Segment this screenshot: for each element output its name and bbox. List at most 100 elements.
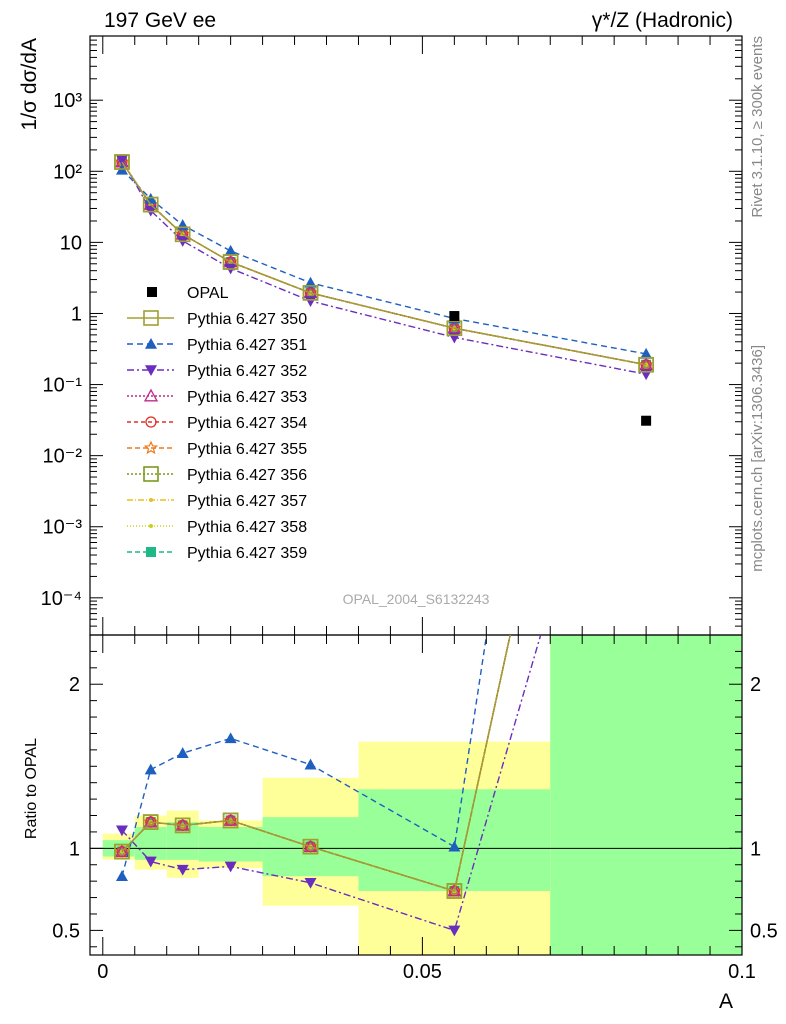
- ratio-ytick-label-right: 2: [750, 674, 761, 696]
- legend-marker-opal: [147, 287, 157, 297]
- main-line-359: [121, 161, 647, 366]
- header-right: γ*/Z (Hadronic): [592, 9, 733, 32]
- ratio-point-353: [114, 844, 130, 858]
- ratio-ytick-label: 2: [69, 674, 80, 696]
- band-inner-5: [358, 789, 551, 891]
- ratio-point-353: [223, 813, 238, 826]
- legend-marker: [145, 338, 157, 349]
- legend-marker: [143, 310, 159, 326]
- legend-label: Pythia 6.427 357: [187, 493, 307, 510]
- main-line-358: [121, 161, 647, 366]
- ratio-point-351: [304, 758, 317, 770]
- legend-label: Pythia 6.427 358: [187, 519, 307, 536]
- main-ytick-label: 10⁻³: [43, 517, 83, 539]
- ratio-frame: [89, 634, 743, 956]
- main-ytick-label: 10: [60, 232, 82, 254]
- legend-label: Pythia 6.427 353: [187, 389, 307, 406]
- legend-marker: [149, 524, 153, 528]
- ratio-ytick-label: 0.5: [52, 920, 80, 942]
- legend-label: Pythia 6.427 351: [187, 337, 307, 354]
- main-point-350: [302, 285, 319, 301]
- main-point-357: [644, 362, 649, 367]
- x-axis-label: A: [719, 990, 733, 1013]
- ratio-ytick-label: 1: [69, 838, 80, 860]
- main-point-350: [222, 254, 239, 270]
- band-inner-1: [134, 827, 167, 860]
- main-ytick-label: 10⁻²: [43, 446, 83, 468]
- band-inner-6: [550, 635, 742, 955]
- main-ytick-label: 10³: [53, 90, 82, 112]
- band-inner-3: [198, 827, 263, 862]
- xtick-label: 0.05: [403, 961, 442, 983]
- ratio-point-352: [176, 864, 189, 876]
- main-point-352: [115, 155, 128, 166]
- legend-label: Pythia 6.427 355: [187, 441, 307, 458]
- main-point-350: [142, 196, 159, 213]
- legend-marker: [145, 365, 157, 376]
- main-curves: [114, 154, 654, 426]
- main-line-350: [121, 161, 647, 366]
- ratio-point-351: [115, 870, 128, 882]
- main-ylabel: 1/σ dσ/dA: [18, 38, 41, 130]
- ratio-point-350: [302, 838, 319, 855]
- legend-marker: [143, 466, 159, 482]
- ratio-ytick-label-right: 1: [750, 838, 761, 860]
- legend-label: Pythia 6.427 350: [187, 311, 307, 328]
- main-point-352: [304, 296, 317, 307]
- main-line-356: [121, 161, 647, 366]
- ratio-point-352: [224, 861, 237, 873]
- legend: OPAL Pythia 6.427 350 Pythia 6.427 351 Pyth…: [127, 285, 307, 562]
- watermark: OPAL_2004_S6132243: [343, 591, 490, 607]
- opal-point: [449, 311, 460, 322]
- ratio-point-350: [174, 817, 191, 834]
- main-line-354: [121, 161, 647, 366]
- ratio-bands: [102, 635, 742, 955]
- legend-label: Pythia 6.427 352: [187, 363, 307, 380]
- xtick-label: 0: [97, 961, 108, 983]
- xtick-label: 0.1: [728, 961, 756, 983]
- ratio-point-350: [142, 814, 159, 830]
- ratio-point-352: [304, 877, 317, 889]
- main-ytick-label: 10⁻¹: [43, 375, 83, 397]
- ratio-line-350: [121, 635, 511, 892]
- main-point-350: [174, 226, 191, 243]
- ratio-point-352: [115, 825, 128, 837]
- ratio-point-350: [446, 883, 463, 899]
- ratio-point-351: [176, 747, 189, 758]
- main-ytick-label: 1: [71, 303, 82, 325]
- legend-marker: [143, 388, 159, 402]
- rivet-label: Rivet 3.1.10, ≥ 300k events: [749, 36, 766, 218]
- ratio-ytick-label-right: 0.5: [750, 920, 778, 942]
- main-ytick-label: 10⁻⁴: [41, 588, 82, 610]
- main-ytick-label: 10²: [53, 161, 82, 183]
- legend-marker: [149, 498, 153, 502]
- main-point-350: [638, 356, 654, 373]
- ratio-point-351: [144, 763, 157, 775]
- legend-label: OPAL: [187, 285, 229, 302]
- ratio-point-351: [224, 732, 237, 744]
- legend-label: Pythia 6.427 359: [187, 545, 307, 562]
- main-line-355: [121, 161, 647, 366]
- main-point-350: [446, 320, 463, 337]
- main-point-351: [224, 244, 237, 256]
- main-point-351: [176, 219, 189, 230]
- ratio-point-352: [448, 925, 461, 937]
- main-point-351: [640, 347, 653, 359]
- main-point-351: [304, 276, 317, 288]
- ratio-ylabel: Ratio to OPAL: [23, 738, 40, 839]
- axis-ticks: 10⁻⁴ 10⁻³ 10⁻² 10⁻¹ 1 10 10² 10³ 0.5 0.5 1 1 2 2 0 0.05…: [41, 35, 778, 983]
- ratio-point-351: [448, 840, 461, 852]
- axes-frames: [89, 35, 743, 956]
- ratio-curves: [114, 635, 542, 937]
- header-left: 197 GeV ee: [104, 9, 216, 32]
- legend-label: Pythia 6.427 354: [187, 415, 307, 432]
- ratio-point-350: [222, 812, 239, 829]
- ratio-point-350: [114, 843, 130, 860]
- legend-label: Pythia 6.427 356: [187, 467, 307, 484]
- main-line-357: [121, 161, 647, 366]
- ratio-point-352: [144, 856, 157, 868]
- main-point-350: [114, 154, 130, 170]
- ratio-point-353: [143, 814, 158, 828]
- opal-point: [641, 415, 652, 426]
